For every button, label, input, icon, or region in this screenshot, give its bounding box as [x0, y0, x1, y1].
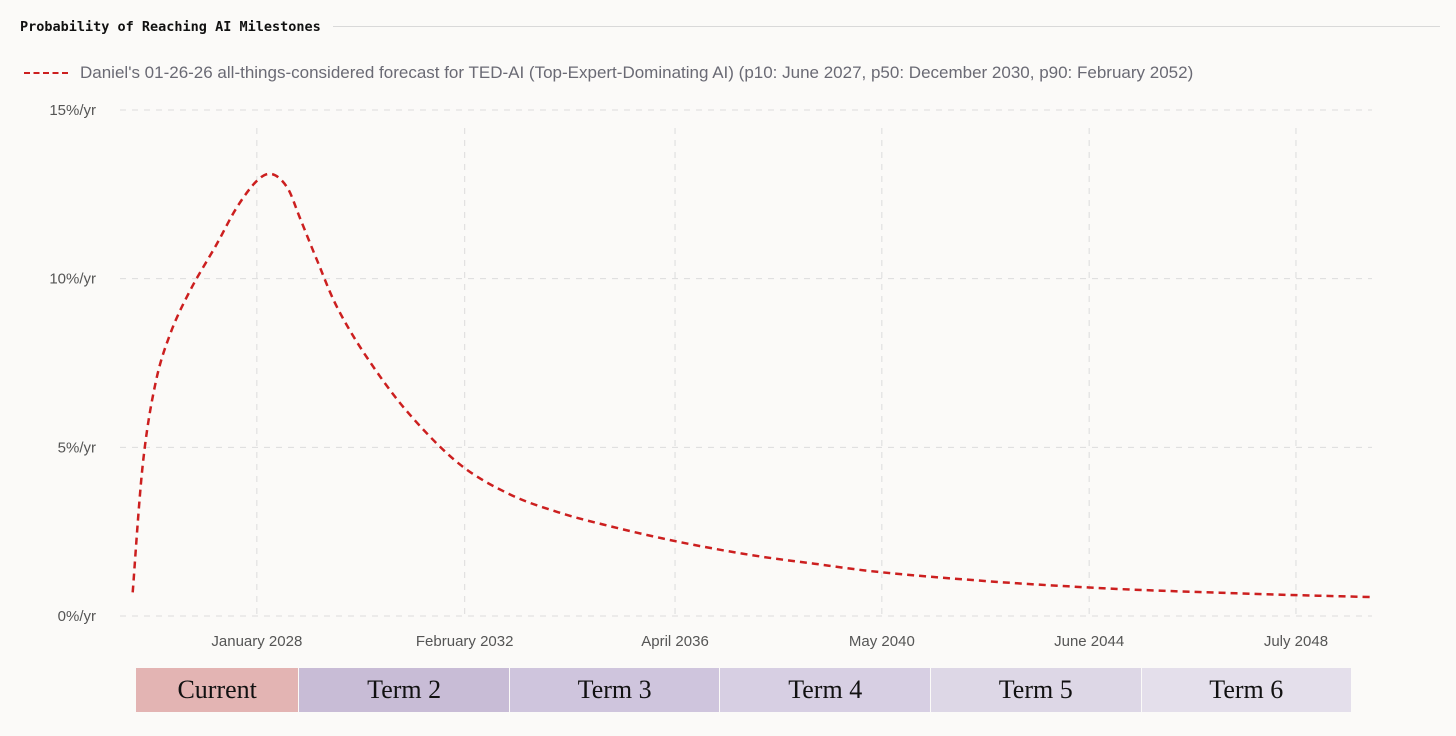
y-tick-label: 15%/yr	[49, 102, 96, 119]
x-tick-label: June 2044	[1054, 633, 1124, 650]
series-group	[131, 172, 1373, 599]
term-segment: Term 6	[1141, 668, 1353, 712]
y-axis-labels: 0%/yr 5%/yr 10%/yr 15%/yr	[49, 102, 96, 625]
term-segment: Term 5	[930, 668, 1142, 712]
legend-label: Daniel's 01-26-26 all-things-considered …	[80, 63, 1194, 82]
y-tick-label: 5%/yr	[58, 439, 96, 456]
term-bar: Current Term 2 Term 3 Term 4 Term 5 Term 6	[136, 668, 1353, 712]
x-tick-label: April 2036	[641, 633, 709, 650]
x-tick-label: July 2048	[1264, 633, 1328, 650]
chart-title-row: Probability of Reaching AI Milestones	[20, 16, 1440, 38]
term-segment: Term 4	[720, 668, 931, 712]
y-tick-label: 0%/yr	[58, 608, 96, 625]
y-tick-label: 10%/yr	[49, 271, 96, 288]
legend-dashed-line-icon	[22, 68, 70, 78]
x-tick-label: February 2032	[416, 633, 514, 650]
x-tick-label: January 2028	[211, 633, 302, 650]
x-axis-labels: January 2028 February 2032 April 2036 May 2…	[211, 633, 1328, 650]
chart-title: Probability of Reaching AI Milestones	[20, 16, 333, 38]
x-tick-label: May 2040	[849, 633, 915, 650]
x-gridlines	[256, 128, 1297, 616]
title-divider	[20, 26, 1440, 27]
term-segment: Term 2	[299, 668, 510, 712]
series-line	[131, 172, 1373, 599]
y-gridlines	[120, 109, 1372, 617]
term-segment: Term 3	[509, 668, 721, 712]
term-segment: Current	[136, 668, 300, 712]
legend[interactable]: Daniel's 01-26-26 all-things-considered …	[22, 62, 1193, 84]
